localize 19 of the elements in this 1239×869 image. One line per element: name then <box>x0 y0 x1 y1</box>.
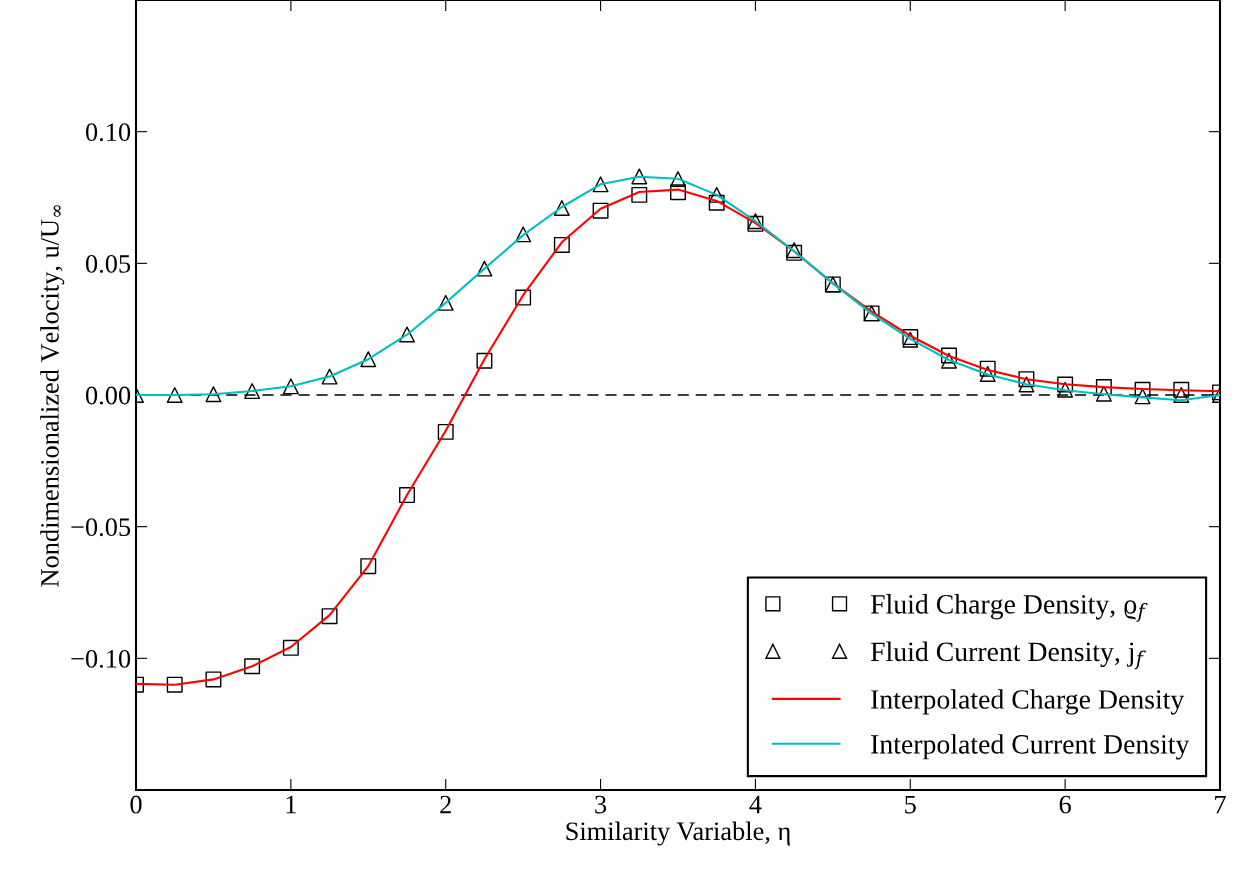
x-axis-title: Similarity Variable, η <box>566 821 790 846</box>
x-tick-label: 7 <box>1215 795 1226 814</box>
x-tick-label: 5 <box>905 795 916 814</box>
y-tick-label: −0.10 <box>71 649 131 668</box>
x-tick-label: 3 <box>595 795 607 814</box>
legend-label: Interpolated Current Density <box>871 734 1190 760</box>
y-tick-label: 0.00 <box>85 386 131 405</box>
x-tick-label: 4 <box>749 795 762 814</box>
y-tick-label: 0.05 <box>85 254 131 273</box>
legend-label: Fluid Charge Density, ϱ$_{f}$ <box>870 594 1148 622</box>
y-axis-title: Nondimensionalized Velocity, u/U$_{∞}$ <box>40 205 65 587</box>
y-tick-label: 0.10 <box>85 123 131 142</box>
x-tick-label: 0 <box>130 795 142 814</box>
x-tick-label: 1 <box>286 795 296 814</box>
y-tick-label: −0.05 <box>71 518 131 537</box>
legend-label: Fluid Current Density, j$_{f}$ <box>870 641 1146 670</box>
x-tick-label: 2 <box>440 795 451 814</box>
x-tick-label: 6 <box>1059 795 1071 814</box>
legend-label: Interpolated Charge Density <box>871 689 1185 715</box>
